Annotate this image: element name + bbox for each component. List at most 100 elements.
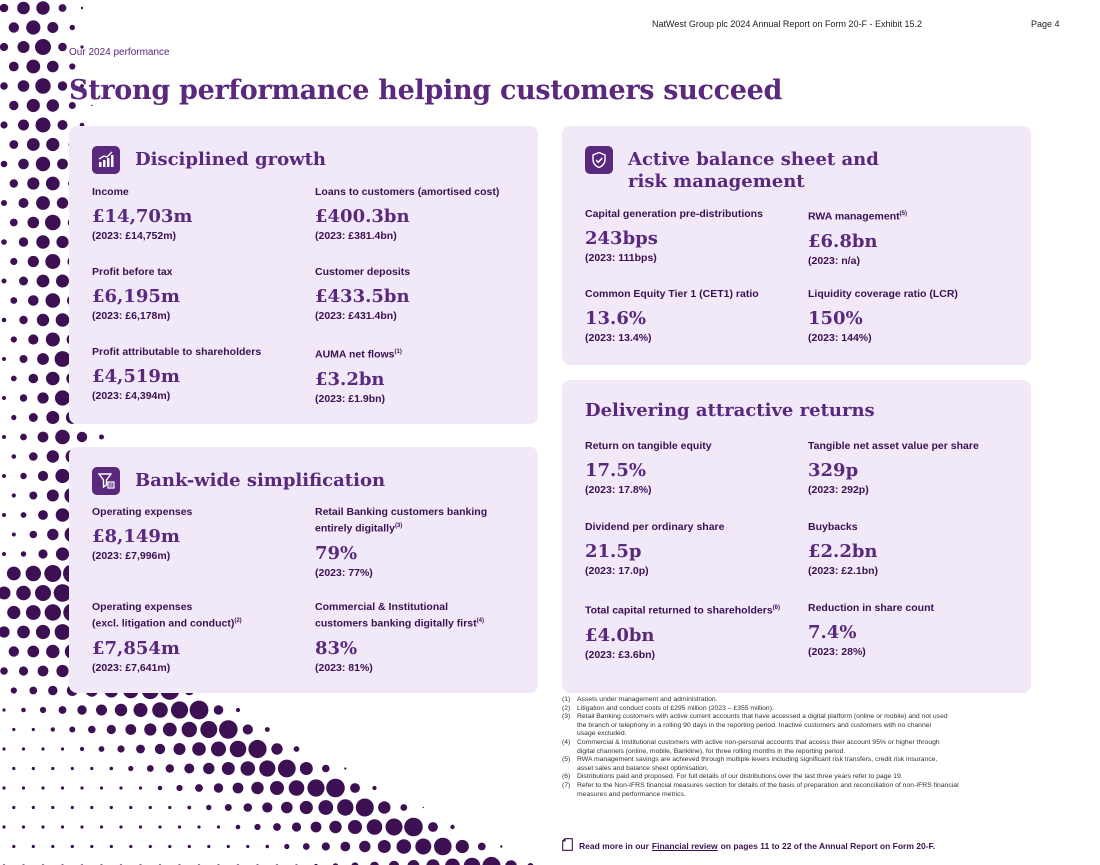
footnote: (5) RWA management savings are achieved t… [562, 756, 938, 772]
metric-label: AUMA net flows(1) [315, 348, 402, 361]
footnotes: (1) Assets under management and administr… [562, 696, 1042, 799]
footnote: (2) Litigation and conduct costs of £295 … [562, 704, 774, 712]
metric-value: 13.6% [585, 308, 646, 329]
metric-label: Total capital returned to shareholders(6… [585, 604, 781, 617]
metric-prior-year: (2023: £2.1bn) [808, 565, 879, 577]
footnote-ref: (5) [899, 211, 907, 217]
read-more: Read more in our Financial review on pag… [562, 838, 935, 853]
metric-value: £400.3bn [315, 206, 410, 227]
metric-prior-year: (2023: 17.0p) [585, 565, 649, 577]
metric-operating-expenses-excl: Operating expenses (excl. litigation and … [92, 600, 302, 674]
card-title: Disciplined growth [135, 149, 327, 170]
card-disciplined-growth: Disciplined growth Income £14,703m (2023… [69, 126, 538, 424]
metric-label: Tangible net asset value per share [808, 440, 979, 452]
page-title: Strong performance helping customers suc… [69, 75, 783, 106]
metric-share-count-reduction: Reduction in share count 7.4% (2023: 28%… [808, 601, 1018, 658]
metric-prior-year: (2023: 13.4%) [585, 332, 652, 344]
metric-value: 150% [808, 308, 863, 329]
metric-value: 243bps [585, 228, 658, 249]
metric-label: Operating expenses [92, 506, 193, 518]
metric-value: 329p [808, 460, 859, 481]
metric-label: Profit attributable to shareholders [92, 346, 262, 358]
shield-check-icon [585, 146, 613, 174]
metric-label: Capital generation pre-distributions [585, 208, 763, 220]
metric-value: £6,195m [92, 286, 180, 307]
footnote-ref: (1) [394, 349, 402, 355]
metric-value: £3.2bn [315, 368, 385, 390]
metric-prior-year: (2023: 81%) [315, 661, 373, 674]
report-title: NatWest Group plc 2024 Annual Report on … [652, 19, 922, 29]
footnote-ref: (3) [394, 523, 403, 529]
metric-lcr: Liquidity coverage ratio (LCR) 150% (202… [808, 287, 1018, 344]
metric-capital-generation: Capital generation pre-distributions 243… [585, 207, 795, 264]
metric-label: Dividend per ordinary share [585, 521, 725, 533]
read-more-suffix: on pages 11 to 22 of the Annual Report o… [720, 840, 936, 851]
metric-prior-year: (2023: 292p) [808, 484, 869, 496]
footnote-ref: (4) [476, 618, 484, 624]
metric-customer-deposits: Customer deposits £433.5bn (2023: £431.4… [315, 265, 525, 322]
metric-capital-returned: Total capital returned to shareholders(6… [585, 601, 795, 661]
metric-value: £4.0bn [585, 624, 655, 646]
metric-label: Retail Banking customers banking entirely… [315, 506, 488, 535]
metric-value: £7,854m [92, 637, 180, 659]
footnote: (6) Distributions paid and proposed. For … [562, 773, 903, 781]
metric-dividend: Dividend per ordinary share 21.5p (2023:… [585, 520, 795, 577]
page-number: Page 4 [1031, 19, 1060, 29]
card-title: Active balance sheet and risk management [628, 149, 879, 192]
metric-label: Common Equity Tier 1 (CET1) ratio [585, 288, 759, 300]
metric-prior-year: (2023: £7,996m) [92, 550, 171, 562]
footnote: (1) Assets under management and administr… [562, 696, 718, 703]
filter-icon [92, 467, 120, 495]
metric-cet1-ratio: Common Equity Tier 1 (CET1) ratio 13.6% … [585, 287, 795, 344]
footnote: (7) Refer to the Non-IFRS financial measu… [562, 781, 959, 798]
metric-value: £8,149m [92, 526, 180, 547]
footnote: (4) Commercial & Institutional customers … [562, 738, 940, 755]
metric-profit-attributable: Profit attributable to shareholders £4,5… [92, 345, 302, 402]
metric-prior-year: (2023: 77%) [315, 566, 373, 579]
metric-tnav-per-share: Tangible net asset value per share 329p … [808, 439, 1018, 496]
document-icon [562, 838, 573, 853]
metric-label: Buybacks [808, 521, 858, 533]
metric-prior-year: (2023: £431.4bn) [315, 310, 397, 322]
card-bank-wide-simplification: Bank-wide simplification Operating expen… [69, 447, 538, 693]
metric-prior-year: (2023: 28%) [808, 646, 866, 658]
metric-value: 83% [315, 637, 358, 659]
metric-label: Profit before tax [92, 266, 173, 278]
metric-prior-year: (2023: £381.4bn) [315, 230, 397, 242]
metric-label: Operating expenses (excl. litigation and … [92, 601, 242, 630]
metric-prior-year: (2023: £6,178m) [92, 310, 171, 322]
card-active-balance-sheet: Active balance sheet and risk management … [562, 126, 1031, 365]
metric-value: 21.5p [585, 541, 642, 562]
metric-prior-year: (2023: 111bps) [585, 252, 657, 264]
metric-label: Liquidity coverage ratio (LCR) [808, 288, 958, 300]
metric-value: £6.8bn [808, 230, 878, 252]
footnote: (3) Retail Banking customers with active … [562, 713, 948, 738]
metric-prior-year: (2023: £14,752m) [92, 230, 177, 242]
metric-rote: Return on tangible equity 17.5% (2023: 1… [585, 439, 795, 496]
metric-retail-digital: Retail Banking customers banking entirely… [315, 505, 525, 579]
metric-label: RWA management(5) [808, 210, 907, 223]
metric-value: 17.5% [585, 460, 646, 481]
metric-prior-year: (2023: 17.8%) [585, 484, 652, 496]
metric-commercial-digital: Commercial & Institutional customers bank… [315, 600, 525, 674]
metric-auma-net-flows: AUMA net flows(1) £3.2bn (2023: £1.9bn) [315, 345, 525, 405]
footnote-ref: (2) [234, 618, 242, 624]
metric-profit-before-tax: Profit before tax £6,195m (2023: £6,178m… [92, 265, 302, 322]
card-title: Bank-wide simplification [135, 470, 386, 491]
metric-value: £14,703m [92, 206, 193, 227]
financial-review-link[interactable]: Financial review [651, 840, 718, 851]
metric-label: Commercial & Institutional customers bank… [315, 601, 484, 630]
metric-rwa-management: RWA management(5) £6.8bn (2023: n/a) [808, 207, 1018, 267]
metric-label: Income [92, 186, 129, 198]
metric-label: Reduction in share count [808, 602, 935, 614]
metric-prior-year: (2023: £4,394m) [92, 390, 171, 402]
metric-prior-year: (2023: £3.6bn) [585, 648, 656, 661]
metric-prior-year: (2023: n/a) [808, 254, 860, 267]
metric-value: £433.5bn [315, 286, 410, 307]
section-label: Our 2024 performance [69, 47, 170, 58]
read-more-prefix: Read more in our [579, 840, 649, 851]
metric-loans: Loans to customers (amortised cost) £400… [315, 185, 525, 242]
metric-operating-expenses: Operating expenses £8,149m (2023: £7,996… [92, 505, 302, 562]
metric-prior-year: (2023: 144%) [808, 332, 872, 344]
metric-buybacks: Buybacks £2.2bn (2023: £2.1bn) [808, 520, 1018, 577]
